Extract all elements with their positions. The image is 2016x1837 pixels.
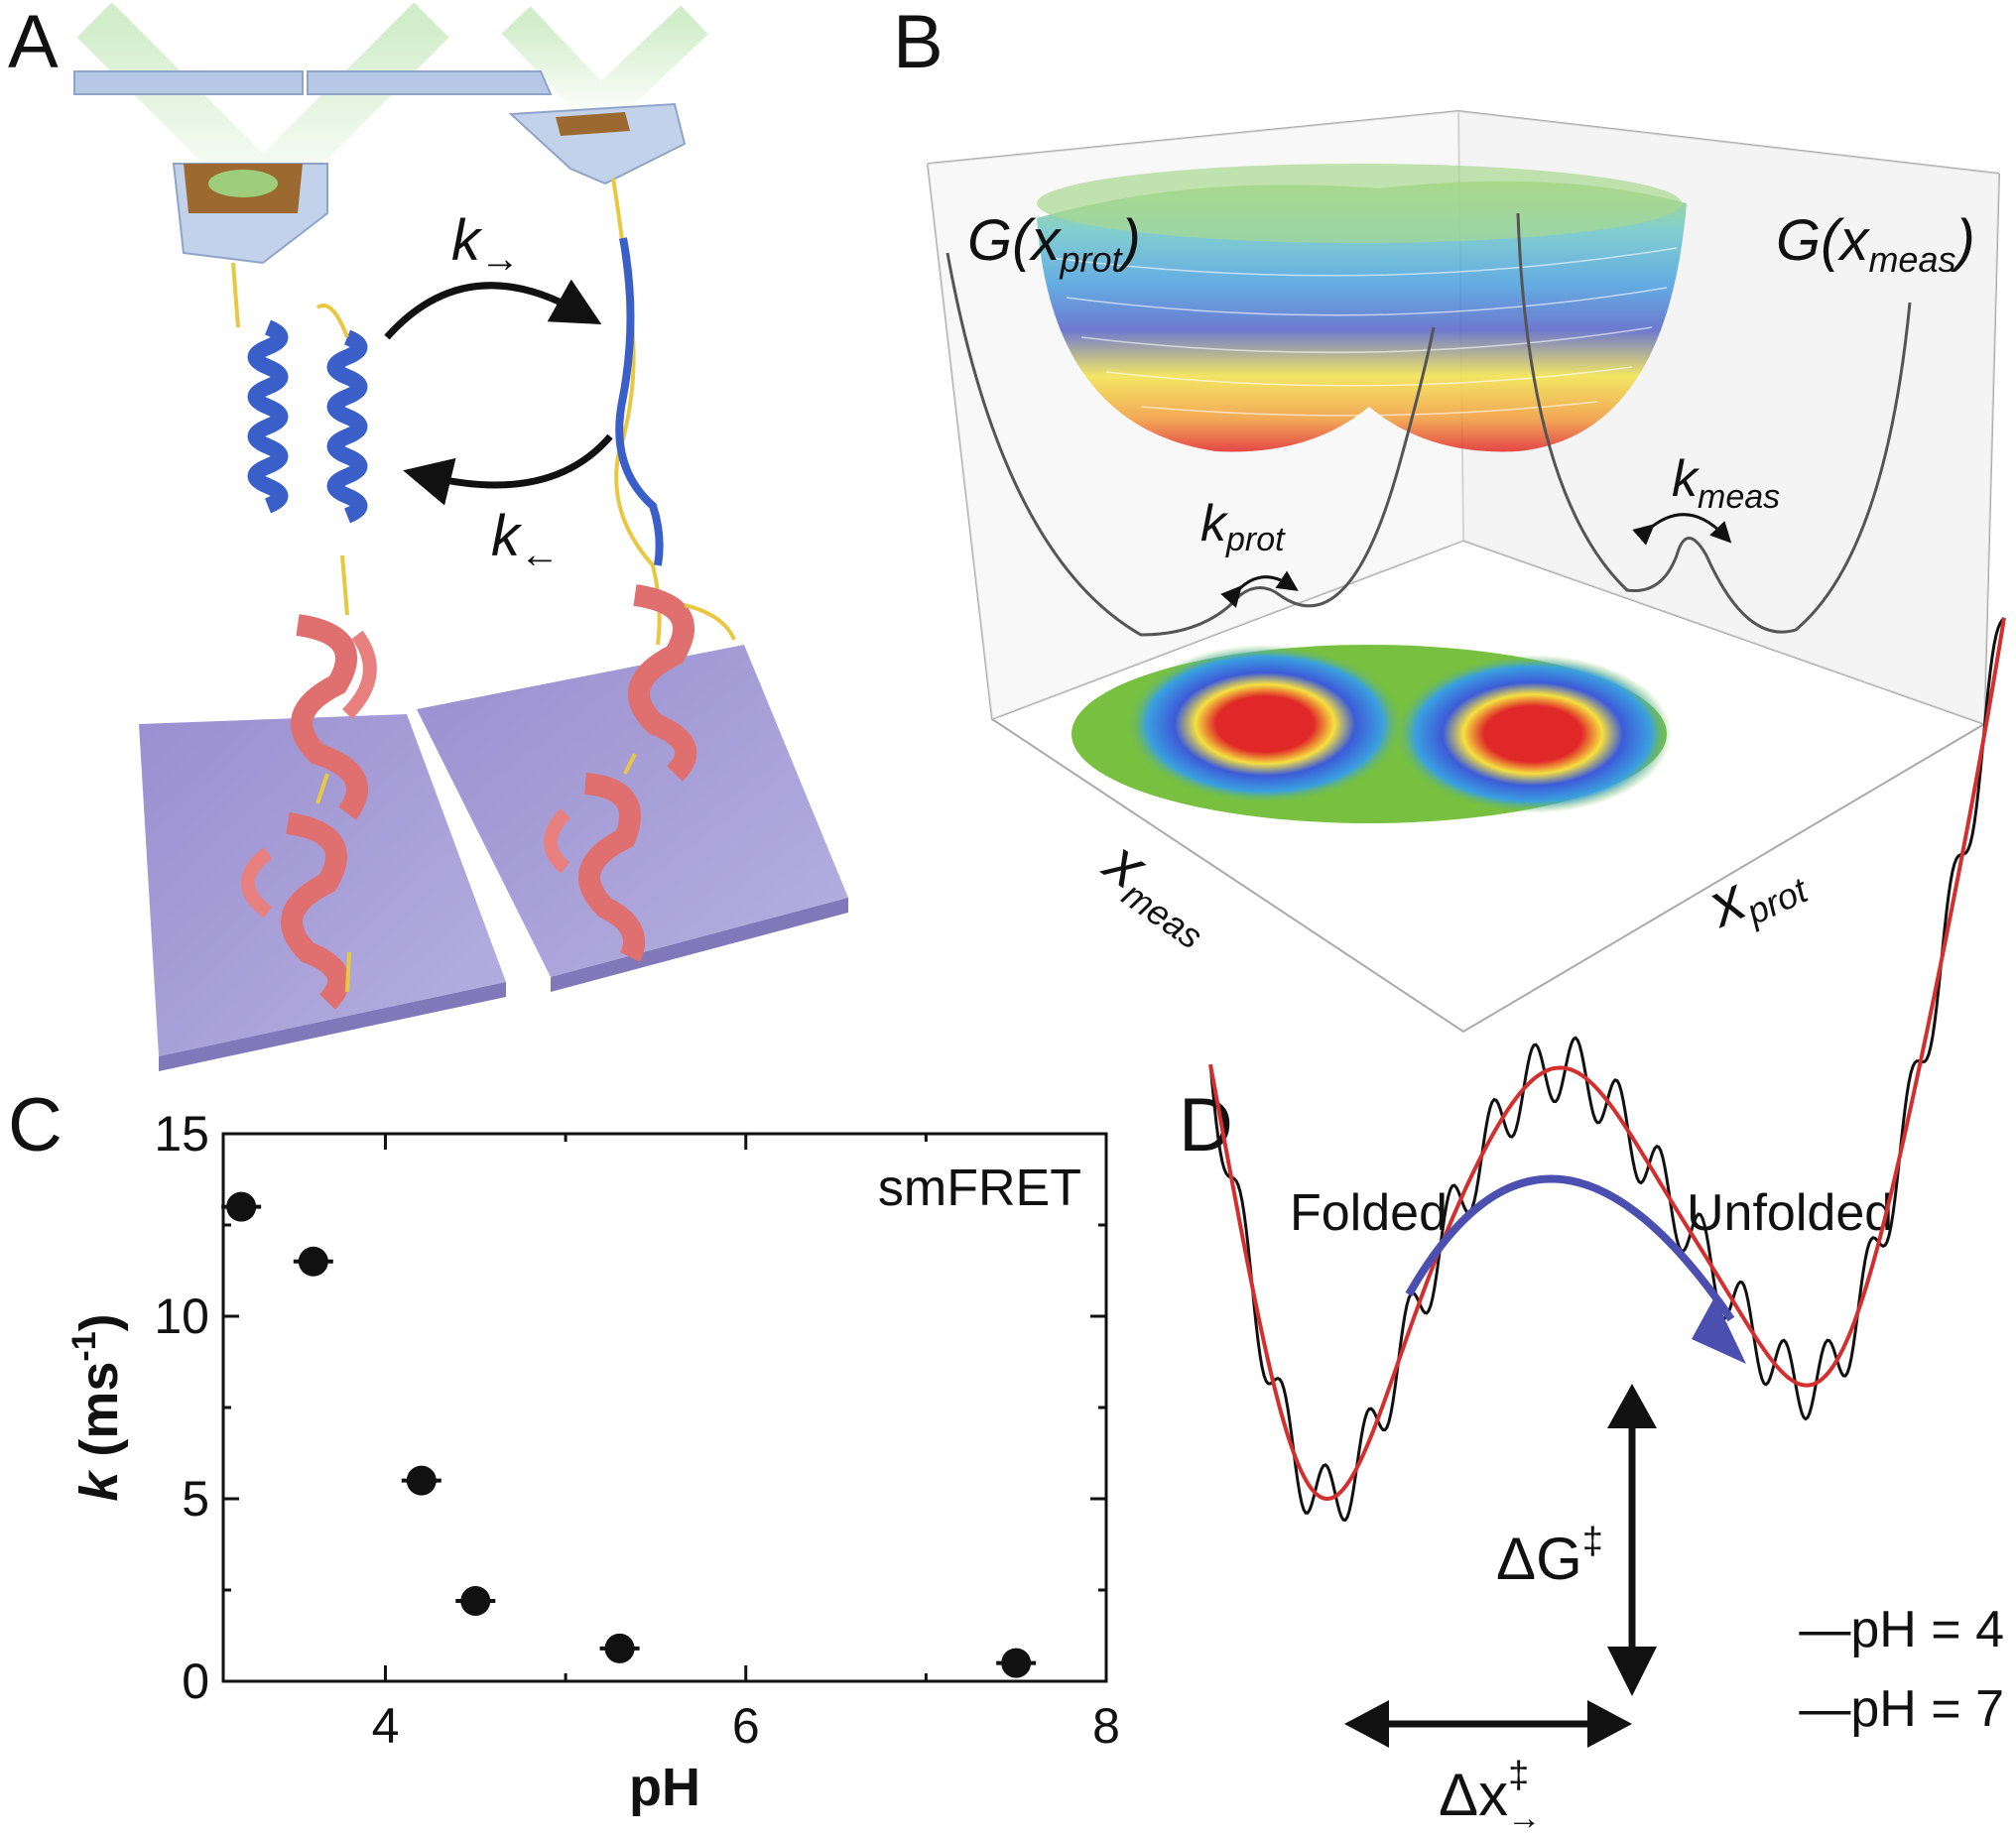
data-point <box>1001 1648 1032 1678</box>
protein-unfolded <box>544 178 736 962</box>
y-tick-label: 10 <box>154 1288 209 1344</box>
k-meas-label: kmeas <box>1672 450 1780 516</box>
unfolded-label: Unfolded <box>1687 1184 1893 1242</box>
data-point <box>604 1633 635 1663</box>
k-prot-arrow <box>1220 570 1299 608</box>
x-prot-axis-label: xprot <box>1696 838 1816 946</box>
dg-arrow <box>1607 1384 1657 1696</box>
smfret-annotation: smFRET <box>878 1160 1081 1217</box>
k-meas-arrow <box>1632 513 1732 546</box>
x-axis-label: pH <box>629 1758 700 1817</box>
k-prot-label: kprot <box>1200 495 1286 558</box>
x-tick-label: 6 <box>732 1698 760 1754</box>
dx-label: Δx‡ → <box>1439 1755 1541 1837</box>
data-point <box>298 1246 328 1277</box>
cantilever-left <box>73 70 328 265</box>
dx-arrow <box>1344 1700 1632 1748</box>
g-meas-label: G(xmeas) <box>1776 208 1975 280</box>
cantilever-right <box>307 70 687 185</box>
transition-arrow <box>1405 1174 1735 1322</box>
y-axis-label: k (ms-1) <box>65 1313 129 1501</box>
data-point <box>460 1586 491 1617</box>
ph4-curve <box>1208 617 2006 1502</box>
transition-arrowhead <box>1692 1297 1746 1364</box>
panel-c: C 4 6 8 0 5 10 15 pH k (ms-1) smFRET <box>8 1083 1120 1817</box>
dg-label: ΔG‡ <box>1496 1521 1603 1592</box>
folded-label: Folded <box>1290 1184 1448 1242</box>
rate-arrows <box>384 279 613 506</box>
panel-c-letter: C <box>8 1083 63 1167</box>
x-tick-label: 8 <box>1092 1698 1120 1754</box>
x-meas-axis-label: xmeas <box>1087 826 1229 956</box>
panel-a: A <box>8 0 848 1071</box>
g-prot-label: G(xprot) <box>967 208 1141 280</box>
y-tick-label: 5 <box>182 1471 209 1527</box>
panel-a-letter: A <box>8 0 59 84</box>
energy-surface <box>1037 164 1687 452</box>
x-tick-label: 4 <box>372 1698 400 1754</box>
floor-heatmap <box>1071 645 1672 823</box>
k-backward-label: k← <box>491 504 560 576</box>
y-tick-label: 0 <box>182 1653 209 1709</box>
panel-b: B <box>893 0 2000 1034</box>
panel-d: D Folded Unfolded ΔG‡ Δx‡ → —pH = 4 —pH =… <box>1179 616 2006 1837</box>
legend-ph4: —pH = 4 <box>1799 1601 2004 1658</box>
scatter-chart: 4 6 8 0 5 10 15 pH k (ms-1) <box>65 1106 1120 1817</box>
protein-folded <box>231 262 377 1010</box>
legend-ph7: —pH = 7 <box>1799 1680 2004 1738</box>
data-point <box>226 1191 257 1222</box>
data-point <box>406 1465 437 1496</box>
panel-d-letter: D <box>1179 1083 1233 1167</box>
panel-b-letter: B <box>893 0 944 84</box>
k-forward-label: k→ <box>451 208 520 281</box>
y-tick-label: 15 <box>154 1106 209 1162</box>
substrate-slabs <box>139 645 848 1071</box>
